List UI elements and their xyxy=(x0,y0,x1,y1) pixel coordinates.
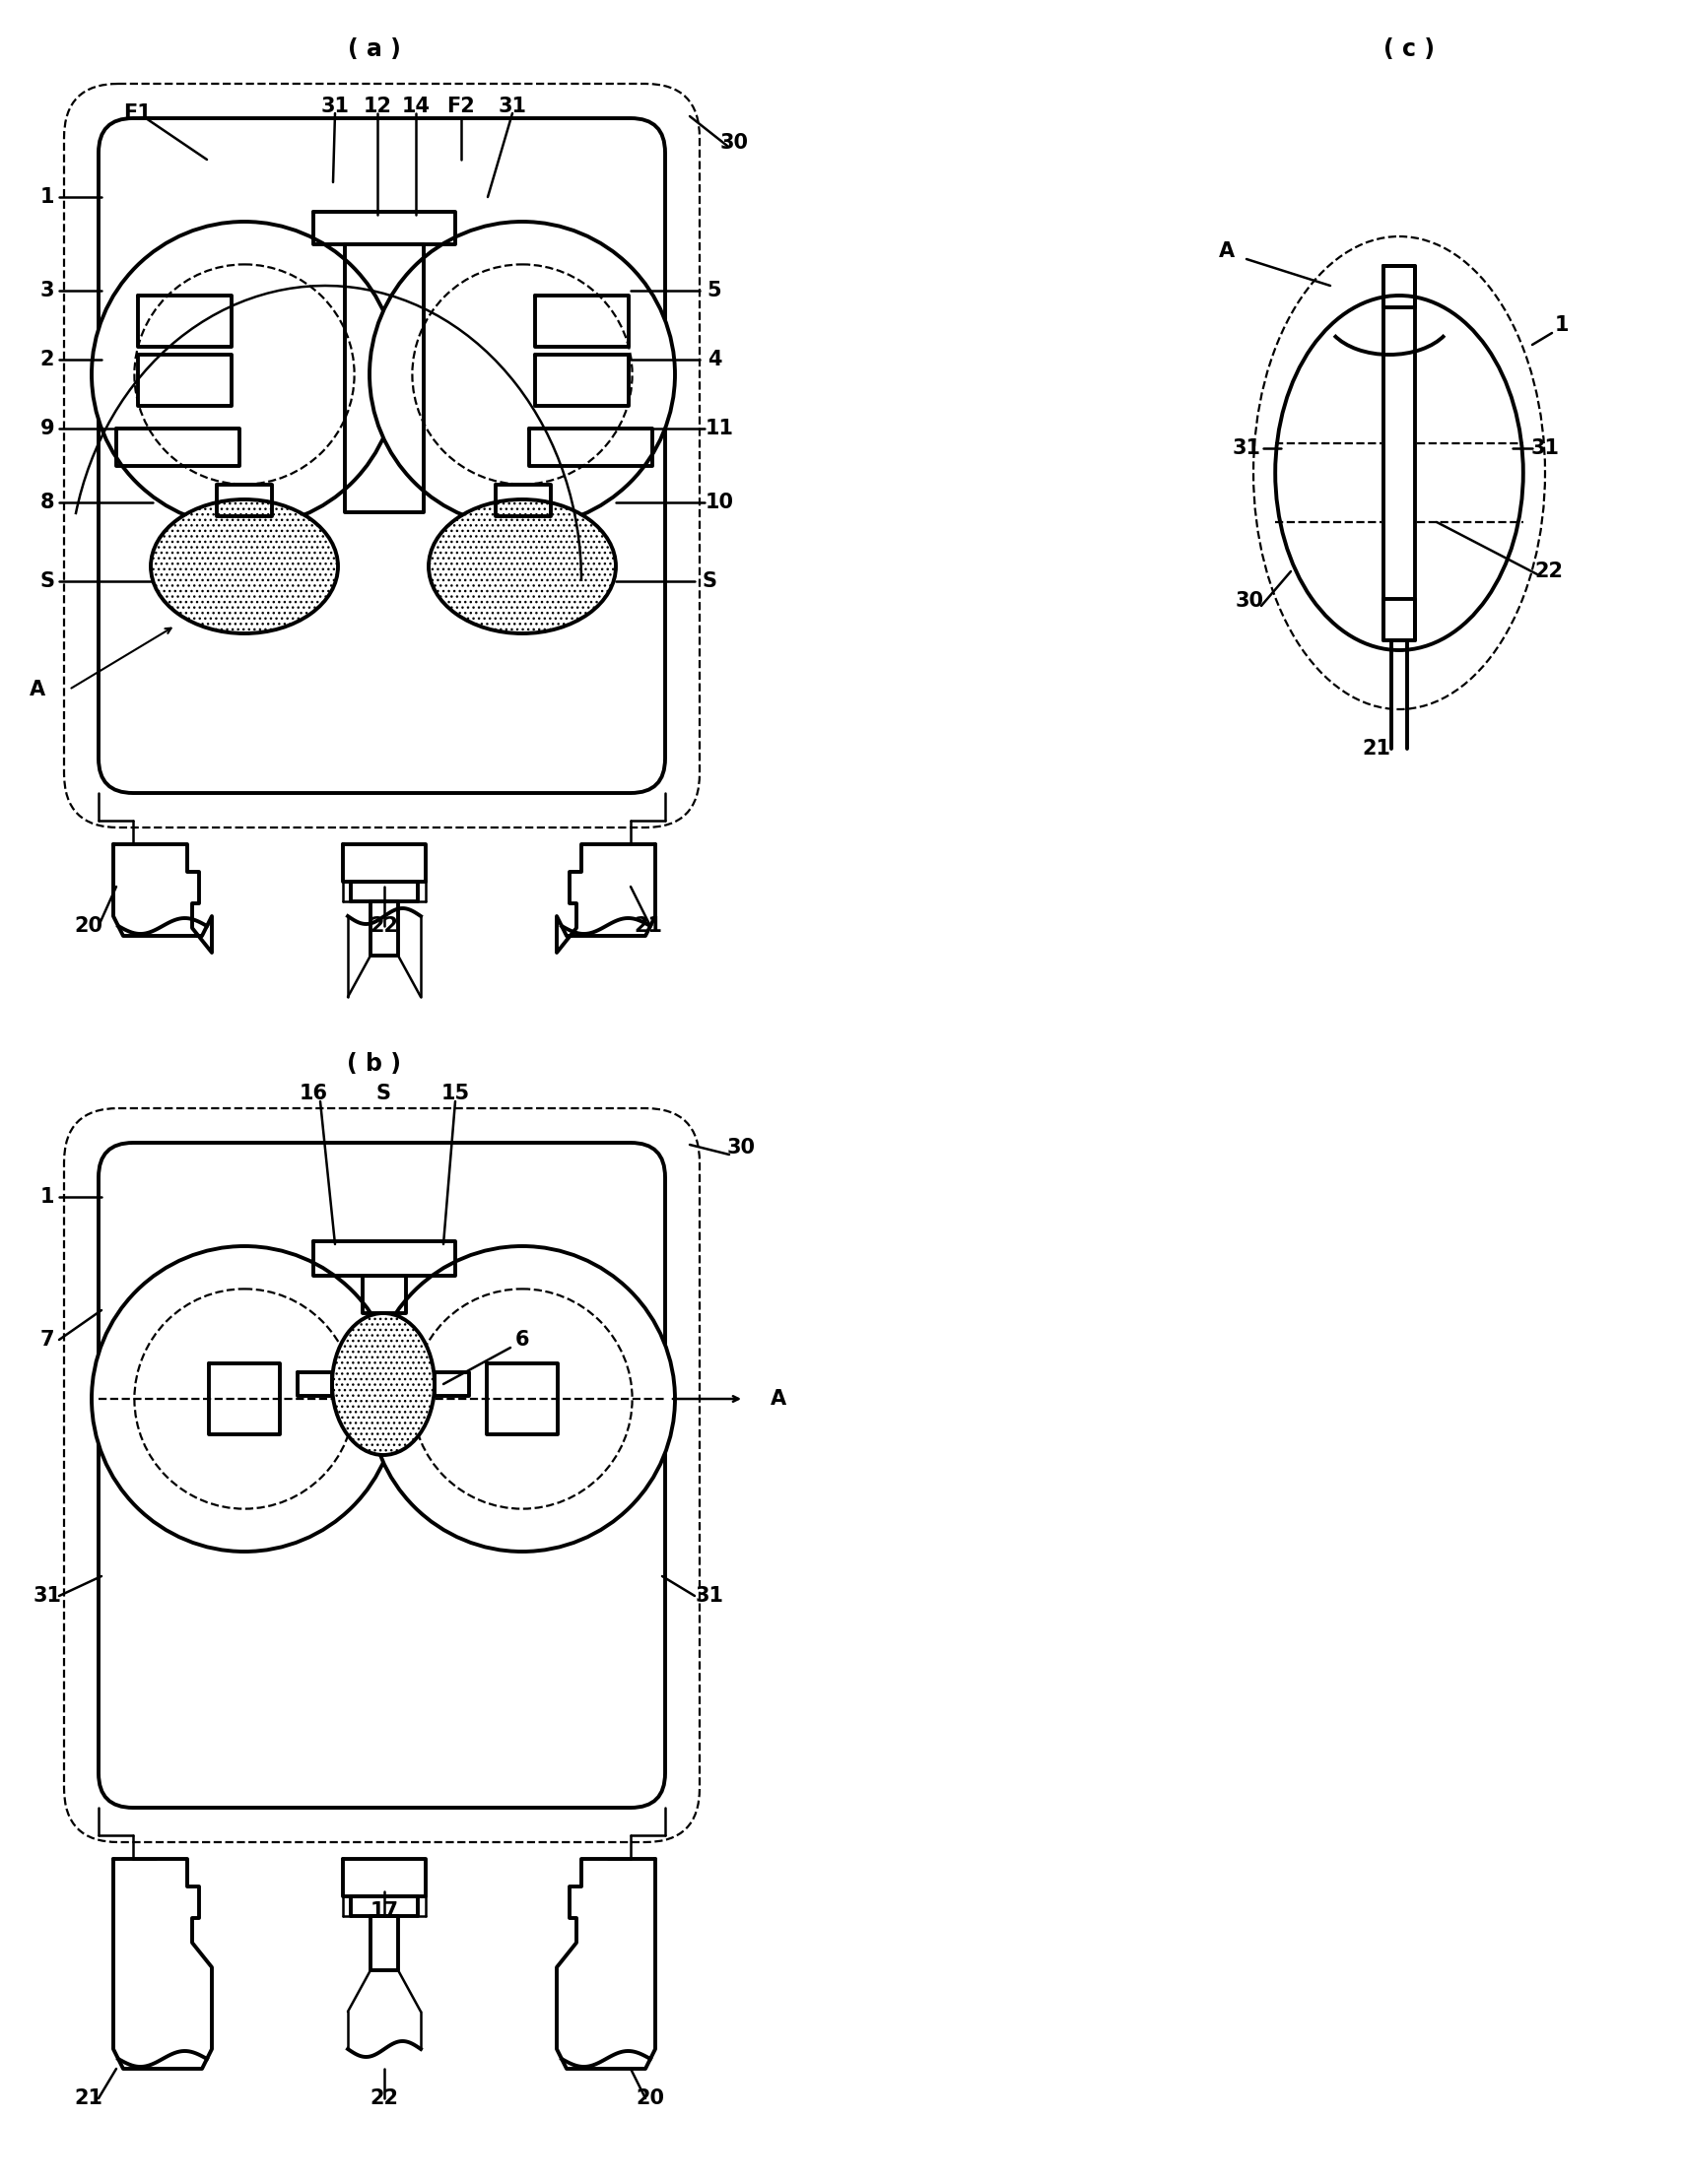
Text: 31: 31 xyxy=(695,1586,724,1605)
Text: 17: 17 xyxy=(370,1902,399,1922)
Text: 1: 1 xyxy=(1554,314,1569,334)
Text: 21: 21 xyxy=(635,915,663,937)
Text: ( b ): ( b ) xyxy=(347,1053,401,1077)
Circle shape xyxy=(91,1247,397,1551)
Text: F1: F1 xyxy=(125,103,152,122)
Text: 1: 1 xyxy=(40,188,54,207)
Ellipse shape xyxy=(152,500,338,633)
Text: 31: 31 xyxy=(1233,439,1261,459)
Text: 30: 30 xyxy=(719,133,748,153)
FancyBboxPatch shape xyxy=(99,1142,665,1808)
Text: 7: 7 xyxy=(40,1330,54,1350)
Text: 2: 2 xyxy=(40,349,54,369)
Text: 9: 9 xyxy=(40,419,54,439)
Text: 5: 5 xyxy=(707,282,722,301)
Text: A: A xyxy=(30,679,45,699)
Text: S: S xyxy=(702,572,717,592)
Text: 14: 14 xyxy=(401,96,429,116)
Text: 4: 4 xyxy=(707,349,721,369)
Text: S: S xyxy=(40,572,54,592)
Text: 22: 22 xyxy=(370,2088,399,2108)
Text: 1: 1 xyxy=(40,1188,54,1208)
Text: 21: 21 xyxy=(1362,738,1391,758)
Circle shape xyxy=(413,264,632,485)
Text: A: A xyxy=(771,1389,786,1409)
Ellipse shape xyxy=(1275,295,1524,651)
Text: 21: 21 xyxy=(74,2088,103,2108)
Ellipse shape xyxy=(332,1313,434,1455)
Text: 31: 31 xyxy=(34,1586,62,1605)
Text: S: S xyxy=(376,1083,391,1103)
Text: 11: 11 xyxy=(706,419,734,439)
Text: 6: 6 xyxy=(515,1330,529,1350)
Circle shape xyxy=(413,1289,632,1509)
FancyBboxPatch shape xyxy=(99,118,665,793)
Circle shape xyxy=(369,1247,675,1551)
Text: ( c ): ( c ) xyxy=(1384,37,1435,61)
Text: 15: 15 xyxy=(441,1083,470,1103)
Text: 12: 12 xyxy=(364,96,392,116)
Text: 31: 31 xyxy=(320,96,349,116)
Text: 30: 30 xyxy=(1234,592,1263,612)
Text: 22: 22 xyxy=(1534,561,1563,581)
Text: 31: 31 xyxy=(498,96,527,116)
Ellipse shape xyxy=(429,500,616,633)
Circle shape xyxy=(91,221,397,526)
Text: 20: 20 xyxy=(637,2088,665,2108)
Ellipse shape xyxy=(1253,236,1544,710)
FancyBboxPatch shape xyxy=(64,83,699,828)
FancyBboxPatch shape xyxy=(64,1107,699,1841)
Circle shape xyxy=(369,221,675,526)
Text: 3: 3 xyxy=(40,282,54,301)
Text: 30: 30 xyxy=(727,1138,756,1158)
Circle shape xyxy=(135,264,354,485)
Text: A: A xyxy=(1219,242,1234,262)
Text: ( a ): ( a ) xyxy=(349,37,401,61)
Circle shape xyxy=(135,1289,354,1509)
Text: 16: 16 xyxy=(300,1083,328,1103)
Text: 20: 20 xyxy=(74,915,103,937)
Text: F2: F2 xyxy=(446,96,475,116)
Text: 31: 31 xyxy=(1531,439,1559,459)
Text: 22: 22 xyxy=(370,915,399,937)
Text: 10: 10 xyxy=(706,494,734,513)
Text: 8: 8 xyxy=(40,494,54,513)
